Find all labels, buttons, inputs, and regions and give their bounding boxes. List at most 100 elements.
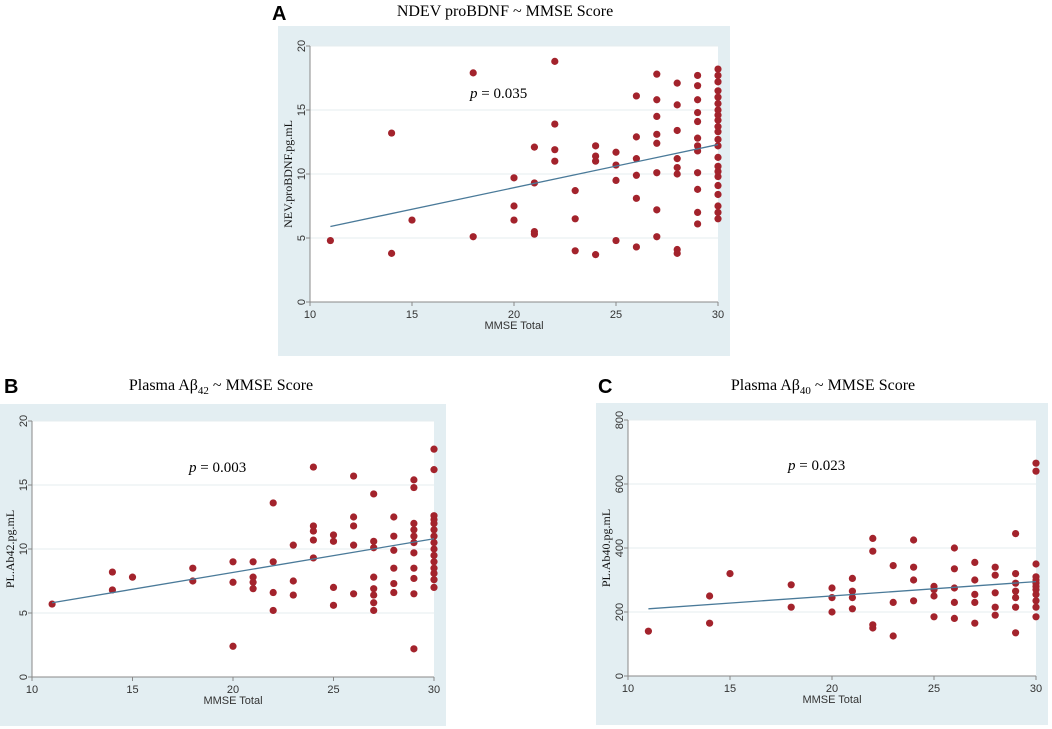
panel-b-point-59 bbox=[430, 583, 438, 592]
panel-b-point-12 bbox=[249, 558, 257, 566]
panel-c-x-axis-label: MMSE Total bbox=[802, 694, 861, 706]
panel-a-x-tick-label-4: 30 bbox=[712, 309, 724, 321]
panel-a-point-16 bbox=[551, 57, 559, 65]
panel-a-point-22 bbox=[592, 152, 600, 160]
panel-a-x-tick-label-1: 15 bbox=[406, 309, 418, 321]
panel-c-point-4 bbox=[787, 603, 795, 611]
panel-a-point-73 bbox=[714, 128, 722, 136]
panel-c-x-tick-label-1: 15 bbox=[724, 683, 736, 695]
panel-a-point-30 bbox=[632, 171, 641, 179]
panel-b-point-68 bbox=[430, 526, 438, 534]
panel-c-point-10 bbox=[848, 594, 857, 602]
panel-b-point-26 bbox=[329, 583, 338, 592]
panel-b-point-16 bbox=[269, 499, 277, 507]
panel-b-point-6 bbox=[229, 642, 237, 650]
panel-b-point-35 bbox=[370, 599, 378, 607]
panel-c: C Plasma Aβ40 ~ MMSE Score 0 200 400 600 800… bbox=[596, 376, 1048, 725]
panel-c-point-8 bbox=[828, 584, 836, 592]
panel-b-point-31 bbox=[350, 522, 358, 530]
panel-b-x-tick-label-1: 15 bbox=[126, 684, 138, 696]
panel-c-y-tick-label-2: 400 bbox=[614, 539, 626, 557]
panel-c-point-45 bbox=[1012, 594, 1020, 602]
panel-c-point-36 bbox=[971, 576, 979, 584]
panel-a: A NDEV proBDNF ~ MMSE Score 0 5 10 15 20 10 15… bbox=[272, 3, 730, 356]
panel-a-point-27 bbox=[612, 148, 620, 156]
panel-b-point-5 bbox=[189, 564, 197, 572]
panel-b-point-58 bbox=[410, 476, 418, 484]
panel-b-point-51 bbox=[410, 564, 418, 572]
panel-b-point-42 bbox=[390, 588, 398, 597]
panel-a-point-44 bbox=[673, 170, 681, 178]
panel-c-point-3 bbox=[726, 570, 734, 578]
panel-b-point-47 bbox=[390, 513, 398, 521]
panel-c-p-text: = 0.023 bbox=[796, 458, 846, 474]
panel-c-point-23 bbox=[910, 536, 918, 544]
panel-a-p-text: = 0.035 bbox=[478, 86, 528, 102]
panel-c-point-33 bbox=[971, 619, 979, 627]
panel-a-point-50 bbox=[694, 220, 702, 228]
panel-a-x-axis-label: MMSE Total bbox=[484, 320, 543, 332]
panel-a-point-21 bbox=[592, 157, 600, 165]
panel-a-point-18 bbox=[571, 215, 579, 223]
panel-a-point-0 bbox=[326, 236, 334, 245]
panel-a-point-58 bbox=[694, 108, 702, 117]
panel-b-point-22 bbox=[309, 527, 317, 535]
panel-b-point-28 bbox=[329, 531, 338, 539]
panel-c-point-32 bbox=[950, 544, 959, 552]
panel-a-y-tick-label-3: 15 bbox=[296, 104, 308, 116]
panel-a-point-34 bbox=[653, 233, 661, 241]
panel-a-point-71 bbox=[714, 142, 722, 150]
panel-c-point-37 bbox=[971, 558, 979, 567]
panel-a-point-49 bbox=[673, 79, 681, 87]
panel-a-point-15 bbox=[551, 120, 559, 128]
panel-b-point-0 bbox=[48, 600, 56, 608]
panel-a-point-41 bbox=[653, 70, 661, 78]
panel-c-x-tick-label-3: 25 bbox=[928, 683, 940, 695]
panel-a-point-20 bbox=[592, 251, 600, 259]
panel-c-title-subscript: 40 bbox=[800, 385, 812, 397]
panel-b-point-30 bbox=[350, 541, 358, 549]
panel-c-y-tick-label-3: 600 bbox=[614, 475, 626, 493]
panel-a-point-53 bbox=[694, 169, 702, 177]
panel-c-point-41 bbox=[991, 571, 999, 579]
panel-c-y-tick-label-0: 0 bbox=[614, 673, 626, 679]
panel-a-point-80 bbox=[714, 87, 722, 95]
panel-c-point-61 bbox=[1032, 459, 1040, 467]
panel-c-point-22 bbox=[910, 563, 918, 571]
panel-c-point-15 bbox=[869, 547, 877, 555]
panel-a-point-57 bbox=[694, 117, 702, 126]
panel-b-point-18 bbox=[289, 577, 297, 585]
panel-b-point-49 bbox=[410, 590, 418, 598]
panel-c-point-12 bbox=[848, 574, 857, 583]
panel-c-point-14 bbox=[869, 621, 877, 629]
panel-b-point-41 bbox=[370, 490, 378, 498]
panel-b-x-tick-label-3: 25 bbox=[327, 684, 339, 696]
panel-c-point-7 bbox=[828, 594, 836, 602]
panel-a-point-68 bbox=[714, 167, 722, 176]
panel-a-point-8 bbox=[510, 174, 518, 182]
panel-c-point-19 bbox=[889, 562, 897, 570]
panel-c-point-48 bbox=[1012, 570, 1020, 578]
panel-c-point-38 bbox=[991, 611, 999, 619]
panel-c-title-main: Plasma Aβ bbox=[731, 377, 800, 394]
panel-a-point-56 bbox=[694, 134, 702, 142]
panel-c-point-51 bbox=[1032, 603, 1040, 611]
panel-a-point-64 bbox=[714, 202, 722, 210]
panel-c-y-axis-label: PL.Ab40.pg.mL bbox=[599, 509, 613, 587]
panel-c-point-5 bbox=[787, 581, 795, 589]
panel-b-y-tick-label-3: 15 bbox=[18, 479, 30, 491]
panel-b-y-axis-label: PL.Ab42.pg.mL bbox=[3, 510, 17, 588]
panel-b-point-23 bbox=[309, 522, 317, 530]
panel-a-point-70 bbox=[714, 153, 722, 161]
panel-b-title-tail: ~ MMSE Score bbox=[209, 377, 313, 394]
panel-c-x-tick-label-2: 20 bbox=[826, 683, 838, 695]
panel-a-y-tick-label-0: 0 bbox=[296, 299, 308, 305]
panel-a-p-value: p = 0.035 bbox=[469, 86, 527, 102]
panel-c-point-34 bbox=[971, 598, 979, 607]
panel-a-point-78 bbox=[714, 100, 722, 108]
panel-c-point-30 bbox=[950, 584, 959, 592]
panel-c-title-tail: ~ MMSE Score bbox=[811, 377, 915, 394]
panel-b-point-72 bbox=[430, 466, 438, 474]
panel-b-point-54 bbox=[410, 532, 418, 540]
